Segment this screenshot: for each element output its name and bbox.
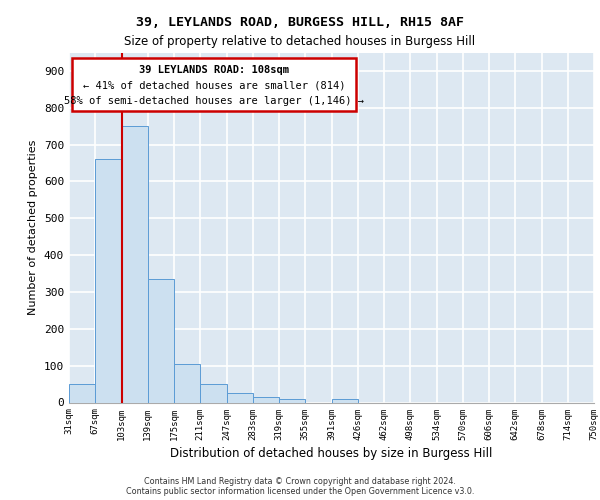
Bar: [148, 279, 174, 402]
Bar: [69, 384, 95, 402]
Bar: [200, 384, 227, 402]
Text: ← 41% of detached houses are smaller (814): ← 41% of detached houses are smaller (81…: [83, 80, 345, 90]
X-axis label: Distribution of detached houses by size in Burgess Hill: Distribution of detached houses by size …: [170, 446, 493, 460]
FancyBboxPatch shape: [72, 58, 356, 112]
Bar: [95, 160, 121, 402]
Bar: [279, 399, 305, 402]
Bar: [331, 399, 358, 402]
Text: Contains HM Land Registry data © Crown copyright and database right 2024.
Contai: Contains HM Land Registry data © Crown c…: [126, 476, 474, 496]
Bar: [253, 397, 279, 402]
Text: Size of property relative to detached houses in Burgess Hill: Size of property relative to detached ho…: [124, 35, 476, 48]
Text: 39, LEYLANDS ROAD, BURGESS HILL, RH15 8AF: 39, LEYLANDS ROAD, BURGESS HILL, RH15 8A…: [136, 16, 464, 29]
Text: 39 LEYLANDS ROAD: 108sqm: 39 LEYLANDS ROAD: 108sqm: [139, 64, 289, 74]
Bar: [174, 364, 200, 403]
Bar: [227, 394, 253, 402]
Text: 58% of semi-detached houses are larger (1,146) →: 58% of semi-detached houses are larger (…: [64, 96, 364, 106]
Y-axis label: Number of detached properties: Number of detached properties: [28, 140, 38, 315]
Bar: [121, 126, 148, 402]
